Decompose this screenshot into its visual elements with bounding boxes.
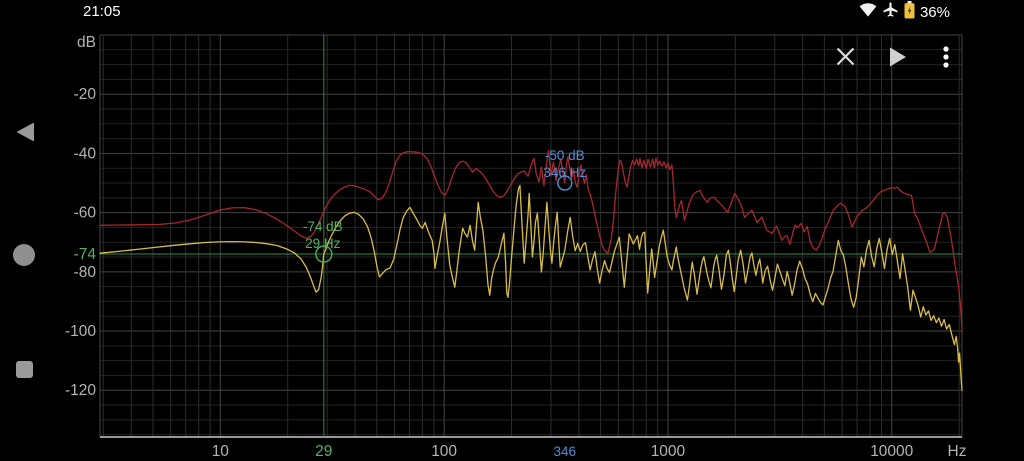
- play-button[interactable]: [884, 45, 912, 73]
- close-icon: [835, 46, 856, 72]
- close-button[interactable]: [831, 45, 859, 73]
- y-tick-label: -40: [74, 145, 97, 162]
- recents-square-icon: [15, 360, 33, 378]
- plot-touch-area[interactable]: [100, 35, 962, 437]
- x-tick-label: 100: [431, 443, 457, 460]
- y-tick-label: -120: [65, 382, 96, 399]
- yellow-spectrum-trace: [99, 184, 963, 391]
- recents-button[interactable]: [0, 349, 48, 389]
- x-tick-label: 10: [212, 443, 230, 460]
- red-spectrum-trace: [99, 149, 963, 333]
- back-triangle-icon: [14, 122, 35, 147]
- y-tick-label: -80: [74, 264, 97, 281]
- battery-percent: 36%: [919, 3, 950, 21]
- back-button[interactable]: [0, 114, 48, 154]
- overflow-menu-icon: [942, 45, 950, 74]
- play-icon: [889, 47, 907, 72]
- overflow-menu-button[interactable]: [932, 45, 960, 73]
- peak-marker: [557, 175, 573, 191]
- y-tick-label: -20: [74, 86, 97, 103]
- airplane-mode-icon: [882, 1, 899, 23]
- y-tick-label: -100: [65, 323, 96, 340]
- cursor-y-axis-label: -74: [74, 246, 97, 263]
- home-circle-icon: [13, 244, 35, 266]
- status-bar: 21:05 36%: [0, 0, 1024, 24]
- peak-freq-label: 346 Hz: [543, 165, 586, 180]
- battery-icon: [904, 0, 915, 24]
- cursor-marker: [315, 245, 333, 263]
- x-tick-label: 10000: [870, 443, 913, 460]
- cursor-db-label: -74 dB: [303, 219, 343, 234]
- y-tick-label: -60: [74, 205, 97, 222]
- home-button[interactable]: [0, 235, 48, 275]
- wifi-icon: [859, 2, 877, 22]
- clock: 21:05: [83, 3, 121, 20]
- peak-db-label: -50 dB: [545, 148, 585, 163]
- cursor-freq-label: 29 Hz: [305, 236, 341, 251]
- x-axis-unit-label: Hz: [948, 443, 967, 460]
- navigation-rail: [0, 24, 48, 461]
- peak-x-axis-label: 346: [554, 444, 577, 459]
- status-icons: 36%: [859, 0, 950, 24]
- y-axis-unit-label: dB: [77, 34, 96, 51]
- x-tick-label: 1000: [651, 443, 686, 460]
- cursor-x-axis-label: 29: [315, 443, 332, 460]
